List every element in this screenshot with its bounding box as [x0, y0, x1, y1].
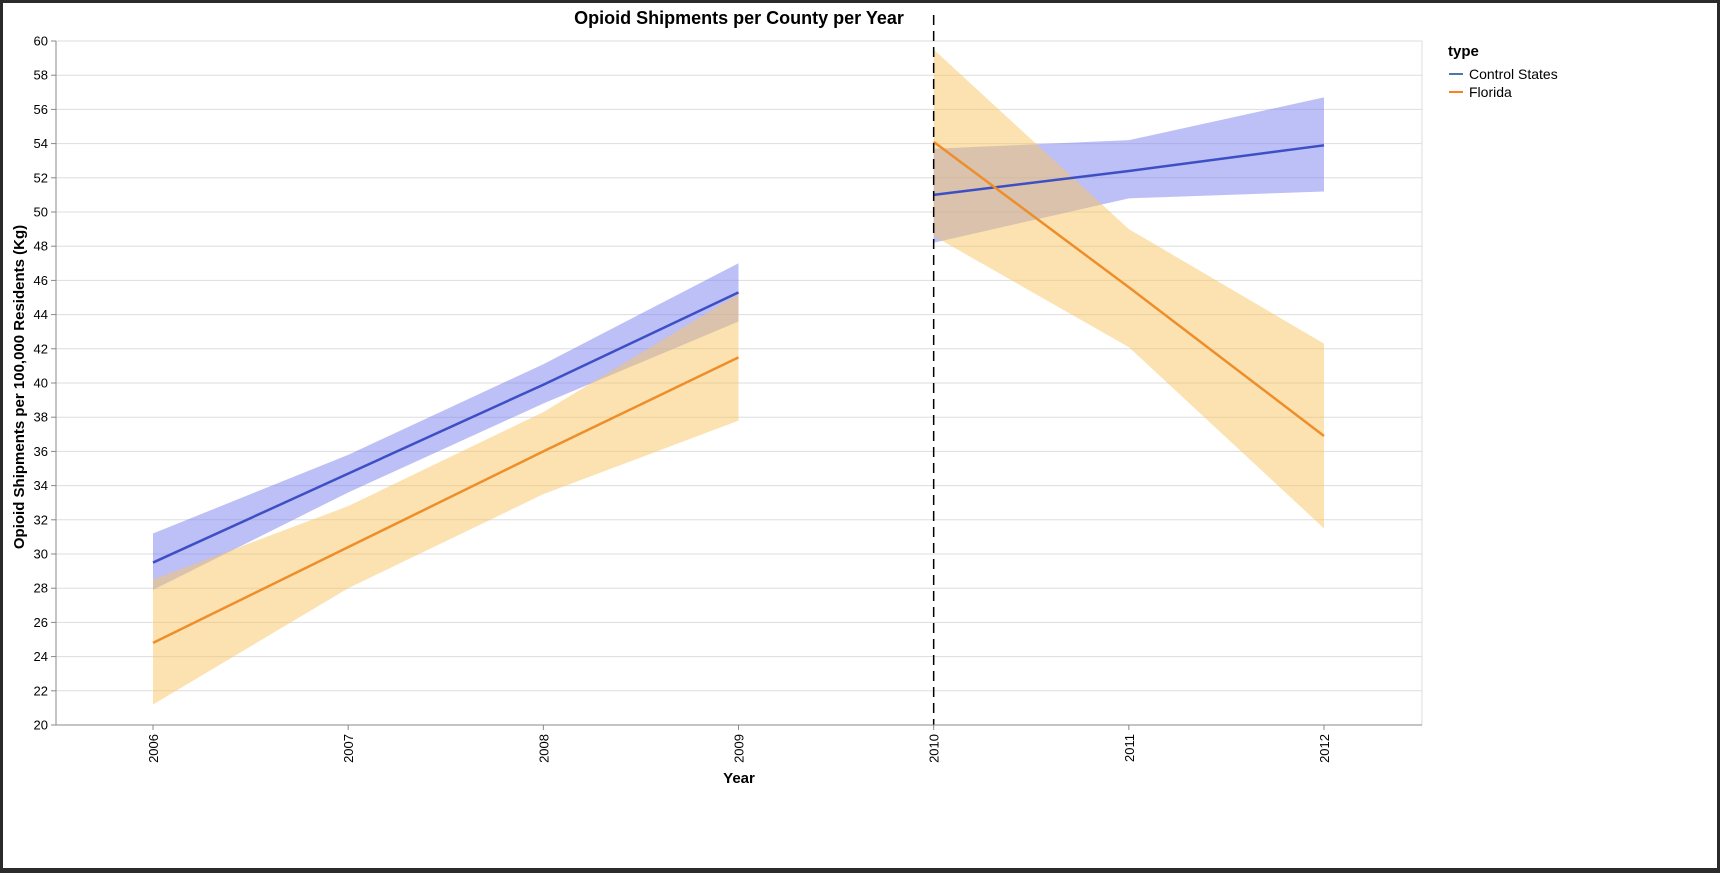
x-tick-label: 2012: [1317, 734, 1332, 763]
series-line: [152, 356, 740, 645]
confidence-bands: [153, 49, 1324, 705]
chart-frame: 20 22 24 26 28 30 32 34 36 38 40 42 44 46 48 50 52 54 56 58…: [3, 3, 1717, 868]
y-tick-label: 50: [34, 205, 48, 220]
y-tick-label: 36: [34, 444, 48, 459]
y-tick-label: 32: [34, 512, 48, 527]
y-tick-label: 26: [34, 615, 48, 630]
chart-title: Opioid Shipments per County per Year: [574, 8, 904, 28]
x-tick-label: 2010: [927, 734, 942, 763]
y-tick-label: 30: [34, 547, 48, 562]
series-line: [152, 291, 740, 564]
series-lines: [152, 140, 1325, 645]
y-tick-label: 48: [34, 239, 48, 254]
y-axis-title: Opioid Shipments per 100,000 Residents (…: [11, 225, 28, 549]
line-chart: 20 22 24 26 28 30 32 34 36 38 40 42 44 46 48 50 52 54 56 58…: [11, 8, 1558, 787]
y-tick-label: 28: [34, 581, 48, 596]
legend-label: Control States: [1469, 66, 1558, 82]
y-tick-label: 38: [34, 410, 48, 425]
x-tick-label: 2008: [536, 734, 551, 763]
y-tick-label: 54: [34, 136, 48, 151]
x-tick-label: 2011: [1122, 734, 1137, 762]
legend-title: type: [1448, 43, 1479, 60]
y-tick-label: 22: [34, 683, 48, 698]
series-line: [933, 144, 1325, 197]
y-tick-label: 42: [34, 341, 48, 356]
y-tick-label: 44: [34, 307, 48, 322]
confidence-band: [153, 263, 739, 590]
y-tick-label: 34: [34, 478, 48, 493]
y-tick-label: 20: [34, 718, 48, 733]
confidence-band: [933, 49, 1324, 529]
x-tick-label: 2009: [732, 734, 747, 763]
series-line: [932, 140, 1325, 438]
x-tick-label: 2006: [146, 734, 161, 763]
y-tick-label: 56: [34, 102, 48, 117]
x-axis-title: Year: [723, 770, 755, 787]
y-tick-label: 40: [34, 376, 48, 391]
y-tick-label: 52: [34, 170, 48, 185]
y-tick-label: 46: [34, 273, 48, 288]
legend-label: Florida: [1469, 84, 1512, 100]
axes: 20 22 24 26 28 30 32 34 36 38 40 42 44 46 48 50 52 54 56 58…: [34, 34, 1422, 763]
y-tick-label: 24: [34, 649, 48, 664]
y-tick-label: 60: [34, 34, 48, 49]
x-tick-label: 2007: [341, 734, 356, 763]
y-tick-label: 58: [34, 68, 48, 83]
legend: type Control States Florida: [1448, 43, 1558, 100]
